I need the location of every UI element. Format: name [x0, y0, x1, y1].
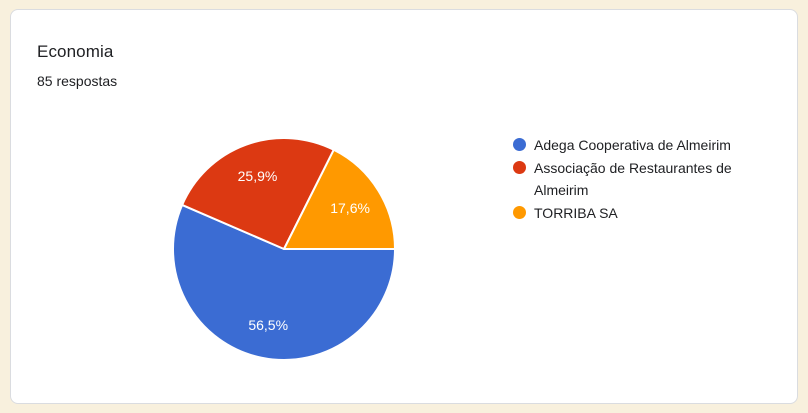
- legend-swatch-icon: [513, 161, 526, 174]
- legend-swatch-icon: [513, 138, 526, 151]
- legend-item-2: Associação de Restaurantes de Almeirim: [513, 157, 765, 201]
- pie-slice-percentage-label: 17,6%: [330, 200, 370, 216]
- pie-slice-2[interactable]: [181, 136, 335, 250]
- pie-chart: 56,5% 25,9% 17,6%: [172, 136, 396, 362]
- question-summary-card: Economia 85 respostas 56,5% 25,9% 17,6% Ad…: [10, 9, 798, 404]
- question-title: Economia: [37, 42, 114, 61]
- chart-legend: Adega Cooperativa de Almeirim Associação …: [513, 134, 765, 225]
- legend-item-1: Adega Cooperativa de Almeirim: [513, 134, 765, 156]
- pie-slice-percentage-label: 56,5%: [248, 317, 288, 333]
- pie-slice-percentage-label: 25,9%: [238, 168, 278, 184]
- legend-label: Associação de Restaurantes de Almeirim: [534, 160, 732, 198]
- legend-swatch-icon: [513, 206, 526, 219]
- pie-slice-1[interactable]: [172, 203, 396, 362]
- legend-label: Adega Cooperativa de Almeirim: [534, 137, 731, 153]
- responses-count: 85 respostas: [37, 73, 118, 89]
- legend-label: TORRIBA SA: [534, 205, 618, 221]
- pie-slice-3[interactable]: [283, 148, 396, 250]
- legend-item-3: TORRIBA SA: [513, 202, 765, 224]
